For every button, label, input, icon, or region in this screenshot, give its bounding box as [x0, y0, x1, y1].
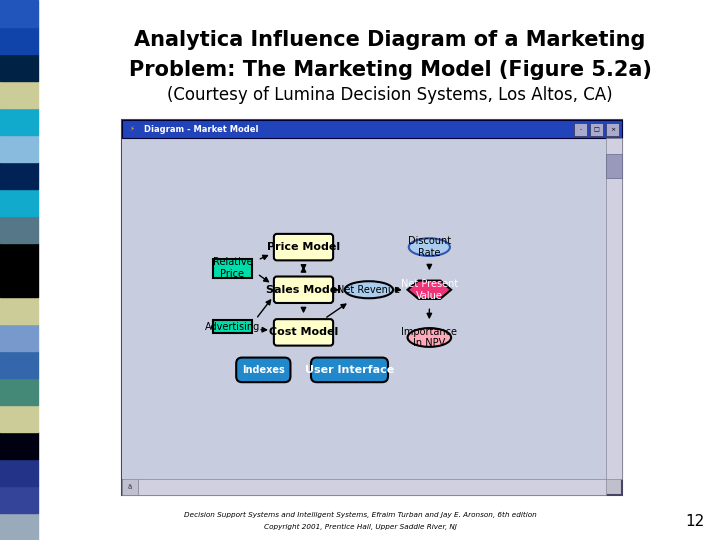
Bar — [0, 108, 38, 135]
Bar — [0, 81, 38, 108]
FancyBboxPatch shape — [274, 319, 333, 346]
Text: Sales Model: Sales Model — [266, 285, 341, 295]
Bar — [122, 479, 138, 495]
Text: ā: ā — [128, 484, 132, 490]
Bar — [574, 123, 587, 136]
Bar — [122, 138, 606, 479]
Ellipse shape — [408, 328, 451, 347]
Text: User Interface: User Interface — [305, 365, 394, 375]
Text: Decision Support Systems and Intelligent Systems, Efraim Turban and Jay E. Arons: Decision Support Systems and Intelligent… — [184, 512, 536, 518]
Bar — [122, 120, 622, 138]
Bar — [0, 297, 38, 324]
Text: Net Present
Value: Net Present Value — [401, 279, 458, 301]
Bar — [606, 123, 619, 136]
FancyBboxPatch shape — [236, 357, 290, 382]
Text: Advertising: Advertising — [204, 322, 260, 332]
Bar — [0, 54, 38, 81]
Text: Diagram - Market Model: Diagram - Market Model — [144, 125, 258, 133]
Bar — [0, 405, 38, 432]
Text: Cost Model: Cost Model — [269, 327, 338, 338]
Bar — [0, 162, 38, 189]
Bar — [0, 27, 38, 54]
Bar — [0, 243, 38, 270]
FancyBboxPatch shape — [274, 276, 333, 303]
Bar — [0, 351, 38, 378]
Bar — [212, 259, 252, 278]
Text: Discount
Rate: Discount Rate — [408, 237, 451, 258]
Text: Indexes: Indexes — [242, 365, 284, 375]
Bar — [0, 216, 38, 243]
Bar — [590, 123, 603, 136]
Text: Importance
In NPV: Importance In NPV — [401, 327, 457, 348]
Text: Copyright 2001, Prentice Hall, Upper Saddle River, NJ: Copyright 2001, Prentice Hall, Upper Sad… — [264, 524, 456, 530]
Bar — [122, 120, 622, 495]
Bar — [0, 513, 38, 540]
Bar — [0, 324, 38, 351]
FancyBboxPatch shape — [274, 234, 333, 260]
Text: Relative
Price: Relative Price — [212, 258, 252, 279]
Bar — [0, 135, 38, 162]
Bar — [0, 378, 38, 405]
Bar — [606, 138, 622, 479]
Bar — [0, 432, 38, 459]
Bar — [0, 270, 38, 297]
Text: Net Revenue: Net Revenue — [337, 285, 400, 295]
Text: Analytica Influence Diagram of a Marketing: Analytica Influence Diagram of a Marketi… — [135, 30, 646, 50]
Bar — [0, 0, 38, 27]
Bar — [606, 154, 622, 178]
Text: (Courtesy of Lumina Decision Systems, Los Altos, CA): (Courtesy of Lumina Decision Systems, Lo… — [167, 86, 613, 104]
Polygon shape — [408, 281, 451, 299]
Text: -: - — [580, 127, 582, 132]
Bar — [0, 189, 38, 216]
Text: □: □ — [593, 127, 600, 132]
Text: ⚡: ⚡ — [130, 126, 135, 132]
Bar — [0, 486, 38, 513]
Text: 12: 12 — [685, 515, 705, 530]
Ellipse shape — [409, 238, 450, 256]
Text: Price Model: Price Model — [267, 242, 340, 252]
Text: Problem: The Marketing Model (Figure 5.2a): Problem: The Marketing Model (Figure 5.2… — [129, 60, 652, 80]
Text: ×: × — [610, 127, 615, 132]
FancyBboxPatch shape — [311, 357, 388, 382]
Bar — [0, 459, 38, 486]
Bar — [138, 479, 606, 495]
Bar — [212, 320, 252, 333]
Ellipse shape — [345, 281, 393, 298]
